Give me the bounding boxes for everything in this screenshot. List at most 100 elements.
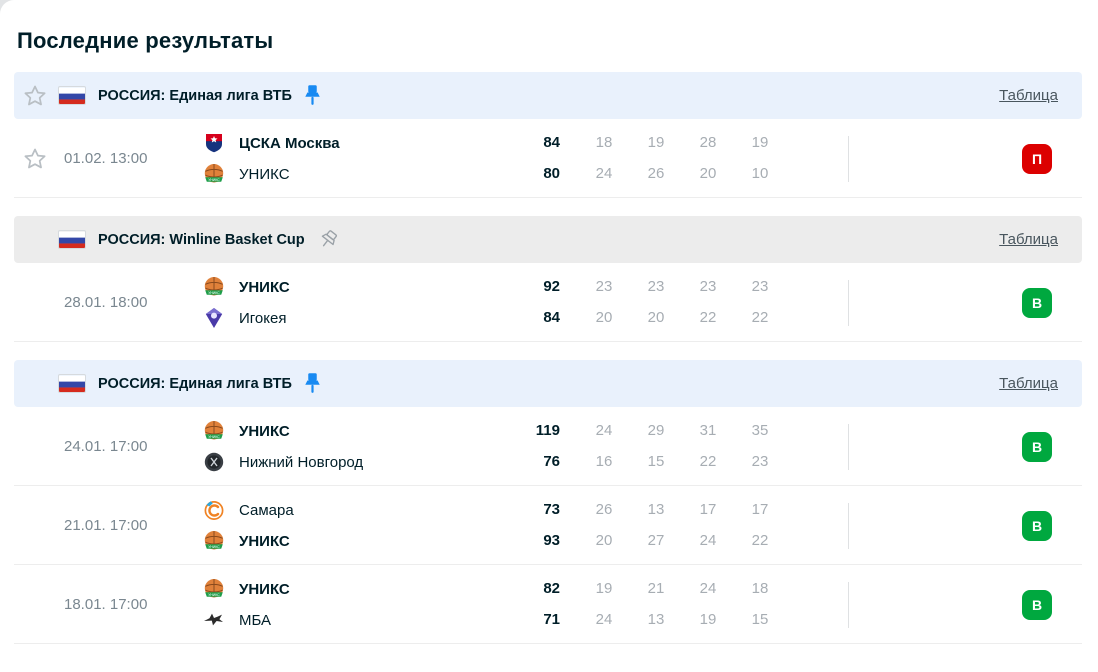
quarter-score: 21 — [647, 580, 665, 597]
team-name: УНИКС — [239, 278, 290, 296]
league-header[interactable]: РОССИЯ: Единая лига ВТБ Таблица — [14, 360, 1082, 407]
team-name: УНИКС — [239, 422, 290, 440]
row-divider-line — [848, 279, 849, 326]
russia-flag-icon — [58, 374, 86, 393]
match-row[interactable]: 28.01. 18:00 УНИКС УНИКС Игокея 92 84 23 23 23 23… — [14, 263, 1082, 342]
quarter-scores-line: 20 20 22 22 — [578, 307, 786, 329]
quarter-score: 24 — [595, 611, 613, 628]
league-name[interactable]: РОССИЯ: Единая лига ВТБ — [98, 87, 292, 104]
quarter-score: 22 — [751, 309, 769, 326]
quarter-score: 23 — [647, 278, 665, 295]
league-header[interactable]: РОССИЯ: Winline Basket Cup Таблица — [14, 216, 1082, 263]
quarter-score: 24 — [595, 165, 613, 182]
match-date: 18.01. 17:00 — [64, 596, 148, 613]
team-line: МБА — [203, 609, 500, 631]
league-star-slot — [14, 83, 58, 109]
quarter-score: 26 — [595, 501, 613, 518]
team-logo-uniks-icon: УНИКС — [203, 276, 225, 298]
team-name: ЦСКА Москва — [239, 134, 340, 152]
team-score: 84 — [543, 309, 560, 326]
pin-icon-pinned[interactable] — [304, 84, 321, 107]
team-name: УНИКС — [239, 532, 290, 550]
match-row[interactable]: 18.01. 17:00 УНИКС УНИКС МБА 82 71 19 21 24 18 24 1… — [14, 565, 1082, 644]
quarter-score: 19 — [647, 134, 665, 151]
quarter-scores-line: 24 29 31 35 — [578, 420, 786, 442]
match-date: 01.02. 13:00 — [64, 150, 148, 167]
quarter-scores-line: 20 27 24 22 — [578, 530, 786, 552]
pin-icon-unpinned[interactable] — [317, 229, 339, 251]
match-date: 21.01. 17:00 — [64, 517, 148, 534]
team-score: 76 — [543, 453, 560, 470]
team-logo-uniks-icon: УНИКС — [203, 163, 225, 185]
quarter-score: 23 — [751, 278, 769, 295]
quarter-score: 15 — [751, 611, 769, 628]
quarter-score: 23 — [699, 278, 717, 295]
quarter-score: 19 — [751, 134, 769, 151]
loss-badge[interactable]: П — [1022, 143, 1052, 174]
quarter-score: 22 — [699, 453, 717, 470]
league-header[interactable]: РОССИЯ: Единая лига ВТБ Таблица — [14, 72, 1082, 119]
row-divider-line — [848, 423, 849, 470]
win-badge[interactable]: В — [1022, 510, 1052, 541]
team-score: 82 — [543, 580, 560, 597]
row-divider-line — [848, 502, 849, 549]
quarter-score: 28 — [699, 134, 717, 151]
quarter-score: 20 — [595, 532, 613, 549]
team-score: 119 — [535, 422, 560, 439]
favorite-star-icon[interactable] — [22, 146, 48, 172]
league-section: РОССИЯ: Единая лига ВТБ Таблица 01.02. 13:… — [14, 72, 1082, 198]
quarter-score: 20 — [595, 309, 613, 326]
table-link[interactable]: Таблица — [999, 231, 1058, 248]
russia-flag-icon — [58, 230, 86, 249]
quarters-column: 18 19 28 19 24 26 20 10 — [578, 132, 786, 185]
team-name: Игокея — [239, 309, 287, 327]
teams-column: УНИКС УНИКС МБА — [203, 578, 500, 631]
win-badge[interactable]: В — [1022, 287, 1052, 318]
quarter-scores-line: 24 26 20 10 — [578, 163, 786, 185]
team-logo-uniks-icon: УНИКС — [203, 420, 225, 442]
quarter-score: 29 — [647, 422, 665, 439]
match-row[interactable]: 21.01. 17:00 Самара УНИКС УНИКС 73 93 26 13 17 17… — [14, 486, 1082, 565]
quarter-score: 18 — [595, 134, 613, 151]
win-badge[interactable]: В — [1022, 589, 1052, 620]
row-divider-line — [848, 581, 849, 628]
match-row[interactable]: 01.02. 13:00 ЦСКА Москва УНИКС УНИКС 84 80 18 1… — [14, 119, 1082, 198]
teams-column: Самара УНИКС УНИКС — [203, 499, 500, 552]
favorite-star-icon[interactable] — [22, 83, 48, 109]
quarter-score: 17 — [699, 501, 717, 518]
win-badge[interactable]: В — [1022, 431, 1052, 462]
team-logo-igokeya-icon — [203, 307, 225, 329]
quarter-scores-line: 18 19 28 19 — [578, 132, 786, 154]
quarter-score: 24 — [699, 532, 717, 549]
team-score: 84 — [543, 134, 560, 151]
team-logo-uniks-icon: УНИКС — [203, 530, 225, 552]
match-row[interactable]: 24.01. 17:00 УНИКС УНИКС Нижний Новгород 119… — [14, 407, 1082, 486]
pin-icon-pinned[interactable] — [304, 372, 321, 395]
team-line: УНИКС УНИКС — [203, 163, 500, 185]
svg-text:УНИКС: УНИКС — [208, 593, 220, 597]
league-name[interactable]: РОССИЯ: Winline Basket Cup — [98, 231, 305, 248]
quarter-scores-line: 16 15 22 23 — [578, 451, 786, 473]
quarter-score: 15 — [647, 453, 665, 470]
quarter-scores-line: 24 13 19 15 — [578, 609, 786, 631]
quarter-score: 22 — [699, 309, 717, 326]
svg-text:УНИКС: УНИКС — [208, 178, 220, 182]
team-score: 73 — [543, 501, 560, 518]
team-line: УНИКС УНИКС — [203, 530, 500, 552]
team-line: Нижний Новгород — [203, 451, 500, 473]
scores-column: 73 93 — [500, 499, 560, 552]
match-star-slot — [14, 146, 58, 172]
svg-text:УНИКС: УНИКС — [208, 545, 220, 549]
russia-flag-icon — [58, 86, 86, 105]
quarter-score: 17 — [751, 501, 769, 518]
quarter-score: 18 — [751, 580, 769, 597]
quarter-score: 23 — [751, 453, 769, 470]
table-link[interactable]: Таблица — [999, 87, 1058, 104]
quarter-score: 23 — [595, 278, 613, 295]
quarter-score: 20 — [699, 165, 717, 182]
svg-text:УНИКС: УНИКС — [208, 435, 220, 439]
league-section: РОССИЯ: Winline Basket Cup Таблица 28.01. … — [14, 216, 1082, 342]
league-name[interactable]: РОССИЯ: Единая лига ВТБ — [98, 375, 292, 392]
table-link[interactable]: Таблица — [999, 375, 1058, 392]
team-line: УНИКС УНИКС — [203, 276, 500, 298]
